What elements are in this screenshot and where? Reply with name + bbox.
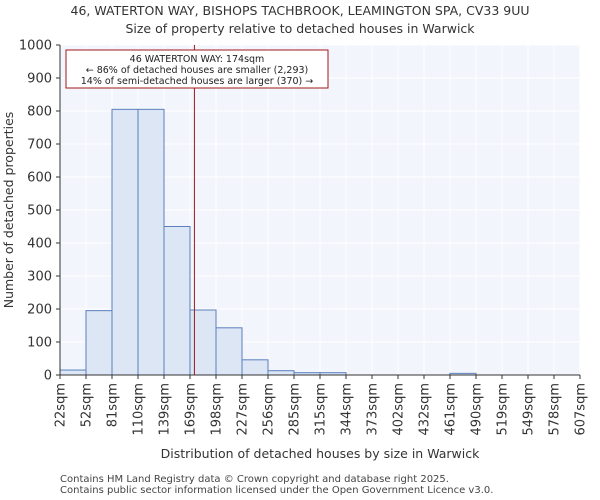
x-tick-label: 461sqm [444, 383, 459, 436]
x-tick-label: 344sqm [340, 383, 355, 436]
x-tick-label: 285sqm [288, 383, 303, 436]
histogram-bar [267, 370, 295, 376]
x-tick-label: 519sqm [496, 383, 511, 436]
x-tick-label: 578sqm [548, 383, 563, 436]
y-tick-label: 400 [27, 237, 52, 252]
y-tick-label: 600 [27, 171, 52, 186]
y-tick-label: 200 [27, 303, 52, 318]
x-tick-label: 22sqm [54, 383, 69, 427]
annotation-box [65, 49, 329, 89]
x-tick-label: 256sqm [262, 383, 277, 436]
annotation-line-2: ← 86% of detached houses are smaller (2,… [86, 65, 309, 76]
y-tick-label: 1000 [19, 39, 52, 54]
y-tick-label: 700 [27, 138, 52, 153]
x-axis-label: Distribution of detached houses by size … [161, 446, 480, 461]
x-tick-label: 139sqm [158, 383, 173, 436]
histogram-bar [189, 309, 217, 376]
chart-title: 46, WATERTON WAY, BISHOPS TACHBROOK, LEA… [70, 3, 530, 18]
y-tick-label: 500 [27, 204, 52, 219]
y-tick-label: 900 [27, 72, 52, 87]
histogram-bar [215, 327, 243, 376]
x-tick-label: 607sqm [574, 383, 589, 436]
chart-subtitle: Size of property relative to detached ho… [125, 21, 475, 36]
footer-line-1: Contains HM Land Registry data © Crown c… [60, 474, 449, 485]
histogram-bar [163, 226, 191, 376]
y-tick-label: 800 [27, 105, 52, 120]
x-tick-label: 432sqm [418, 383, 433, 436]
y-tick-label: 300 [27, 270, 52, 285]
annotation-line-1: 46 WATERTON WAY: 174sqm [130, 54, 265, 65]
histogram-bar [59, 369, 87, 376]
histogram-bar [85, 310, 113, 376]
x-tick-label: 110sqm [132, 383, 147, 436]
y-axis-label: Number of detached properties [1, 112, 16, 309]
y-tick-label: 0 [44, 369, 52, 384]
histogram-bar [241, 359, 269, 376]
histogram-bar [111, 108, 139, 376]
x-tick-label: 169sqm [184, 383, 199, 436]
x-tick-label: 315sqm [314, 383, 329, 436]
y-tick-label: 100 [27, 336, 52, 351]
x-tick-label: 490sqm [470, 383, 485, 436]
x-tick-label: 227sqm [236, 383, 251, 436]
footer-line-2: Contains public sector information licen… [60, 485, 494, 496]
x-tick-label: 81sqm [106, 383, 121, 427]
x-tick-label: 52sqm [80, 383, 95, 427]
x-tick-label: 198sqm [210, 383, 225, 436]
x-tick-label: 402sqm [392, 383, 407, 436]
annotation-line-3: 14% of semi-detached houses are larger (… [81, 76, 314, 87]
x-tick-label: 373sqm [366, 383, 381, 436]
histogram-bar [137, 108, 165, 376]
x-tick-label: 549sqm [522, 383, 537, 436]
